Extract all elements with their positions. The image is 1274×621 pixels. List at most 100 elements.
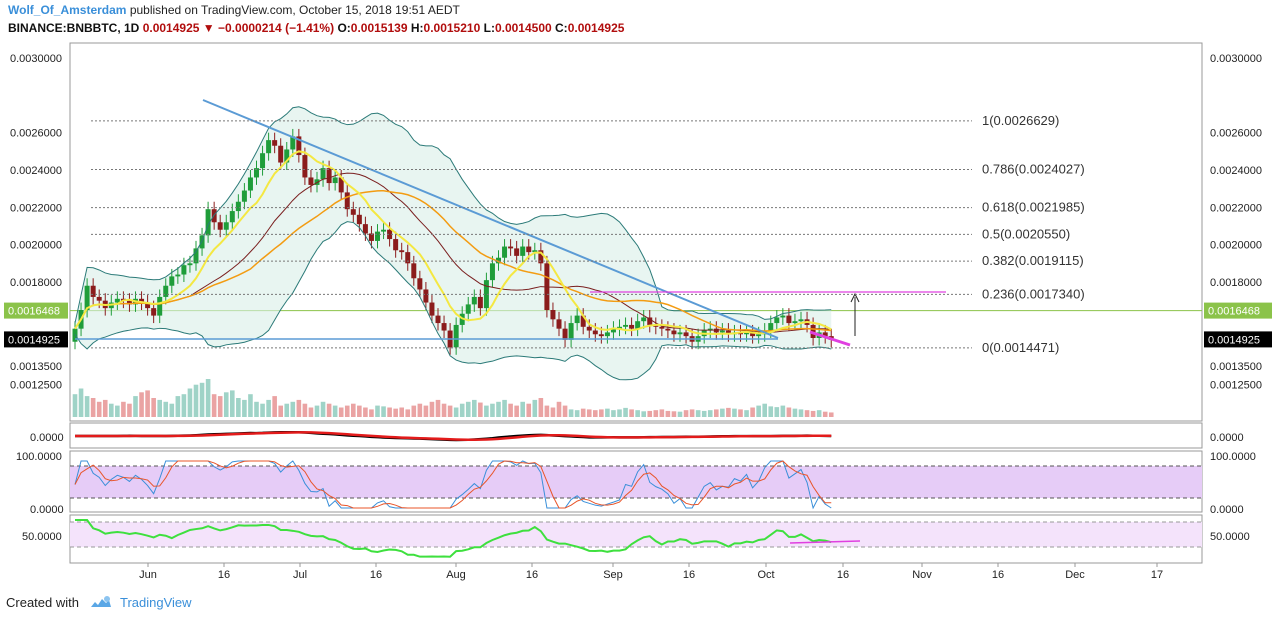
candle-body (586, 326, 592, 331)
volume-bar (514, 405, 519, 417)
volume-bar (611, 410, 616, 417)
low-value: 0.0014500 (494, 21, 552, 35)
volume-bar (665, 410, 671, 417)
candle-body (145, 302, 151, 309)
candle-body (266, 140, 272, 154)
volume-bar (478, 402, 483, 417)
volume-bar (623, 407, 628, 417)
candle-body (320, 168, 326, 180)
candle-body (592, 330, 598, 335)
descending-trendline (202, 99, 779, 339)
candle-body (471, 296, 477, 305)
tradingview-link[interactable]: TradingView (120, 595, 192, 610)
volume-bar (707, 410, 713, 417)
volume-bar (720, 408, 725, 417)
candle-body (598, 334, 604, 337)
volume-bar (90, 398, 96, 417)
level-badge-left (4, 302, 68, 319)
volume-bar (689, 409, 695, 417)
stoch-tick-low-left: 0.0000 (30, 504, 64, 516)
candle-body (332, 177, 338, 184)
candle-body (193, 248, 199, 264)
tradingview-logo-icon (89, 595, 113, 612)
volume-bar (223, 392, 229, 417)
volume-bar (659, 409, 665, 417)
candle-body (635, 321, 641, 329)
x-tick-label: Jun (139, 569, 157, 581)
volume-bar (248, 394, 253, 417)
candle-body (163, 285, 169, 297)
x-tick-label: 16 (526, 569, 538, 581)
volume-bar (357, 405, 362, 417)
y-tick-left: 0.0012500 (10, 380, 62, 392)
level-label-left: 0.0016468 (8, 306, 60, 318)
volume-bar (290, 401, 296, 417)
volume-bar (369, 409, 374, 417)
candle-body (254, 168, 259, 178)
volume-bar (332, 405, 338, 417)
volume-bar (605, 408, 610, 417)
volume-bar (338, 407, 344, 417)
down-triangle-icon: ▼ (202, 21, 215, 35)
volume-bar (792, 408, 798, 417)
volume-bar (217, 396, 223, 417)
candle-body (387, 229, 393, 240)
close-label: C: (555, 21, 568, 35)
volume-bar (405, 409, 411, 417)
volume-bar (102, 399, 108, 417)
candle-body (496, 257, 501, 264)
last-price-label-left: 0.0014925 (8, 334, 60, 346)
candle-body (284, 149, 290, 163)
candle-body (604, 332, 610, 337)
volume-bar (193, 384, 199, 417)
candle-body (465, 304, 471, 314)
volume-bar (472, 399, 477, 417)
candle-body (514, 248, 520, 256)
bollinger-basis (74, 172, 832, 333)
candle-body (556, 319, 562, 329)
volume-bar (544, 405, 550, 417)
stoch-band (70, 466, 1202, 498)
y-tick-left: 0.0022000 (10, 202, 62, 214)
candle-body (423, 289, 429, 303)
macd-tick-left: 0.0000 (30, 432, 64, 444)
candle-body (302, 155, 308, 178)
candle-body (822, 332, 828, 337)
volume-bar (211, 394, 217, 417)
volume-bar (417, 403, 423, 417)
volume-bar (133, 396, 138, 417)
volume-bar (429, 401, 435, 417)
candle-body (671, 330, 677, 335)
volume-bar (72, 394, 78, 417)
volume-bar (181, 394, 187, 417)
candle-body (175, 274, 181, 277)
x-tick-label: 16 (218, 569, 230, 581)
pink-lower-line (809, 330, 851, 347)
volume-bar (508, 403, 513, 417)
volume-bar (617, 409, 622, 417)
volume-bar (260, 403, 265, 417)
volume-bar (127, 403, 132, 417)
publish-text: published on TradingView.com, October 15… (129, 3, 460, 17)
y-tick-left: 0.0024000 (10, 165, 62, 177)
volume-bar (169, 403, 175, 417)
x-tick-label: Nov (912, 569, 932, 581)
candle-body (641, 317, 647, 322)
rsi-line (75, 519, 832, 558)
author-link[interactable]: Wolf_Of_Amsterdam (8, 3, 127, 17)
volume-bar (695, 410, 701, 417)
created-with-text: Created with (6, 595, 79, 610)
candle-body (744, 332, 750, 335)
stoch-tick-high-right: 100.0000 (1210, 451, 1256, 463)
volume-bar (701, 410, 707, 417)
candle-body (405, 252, 411, 264)
candle-body (356, 214, 362, 225)
candle-body (665, 328, 671, 331)
candle-body (780, 315, 786, 318)
candle-body (562, 328, 568, 340)
candle-body (792, 321, 798, 324)
candle-body (441, 323, 447, 331)
candle-body (520, 246, 526, 256)
ema-orange (74, 189, 832, 332)
